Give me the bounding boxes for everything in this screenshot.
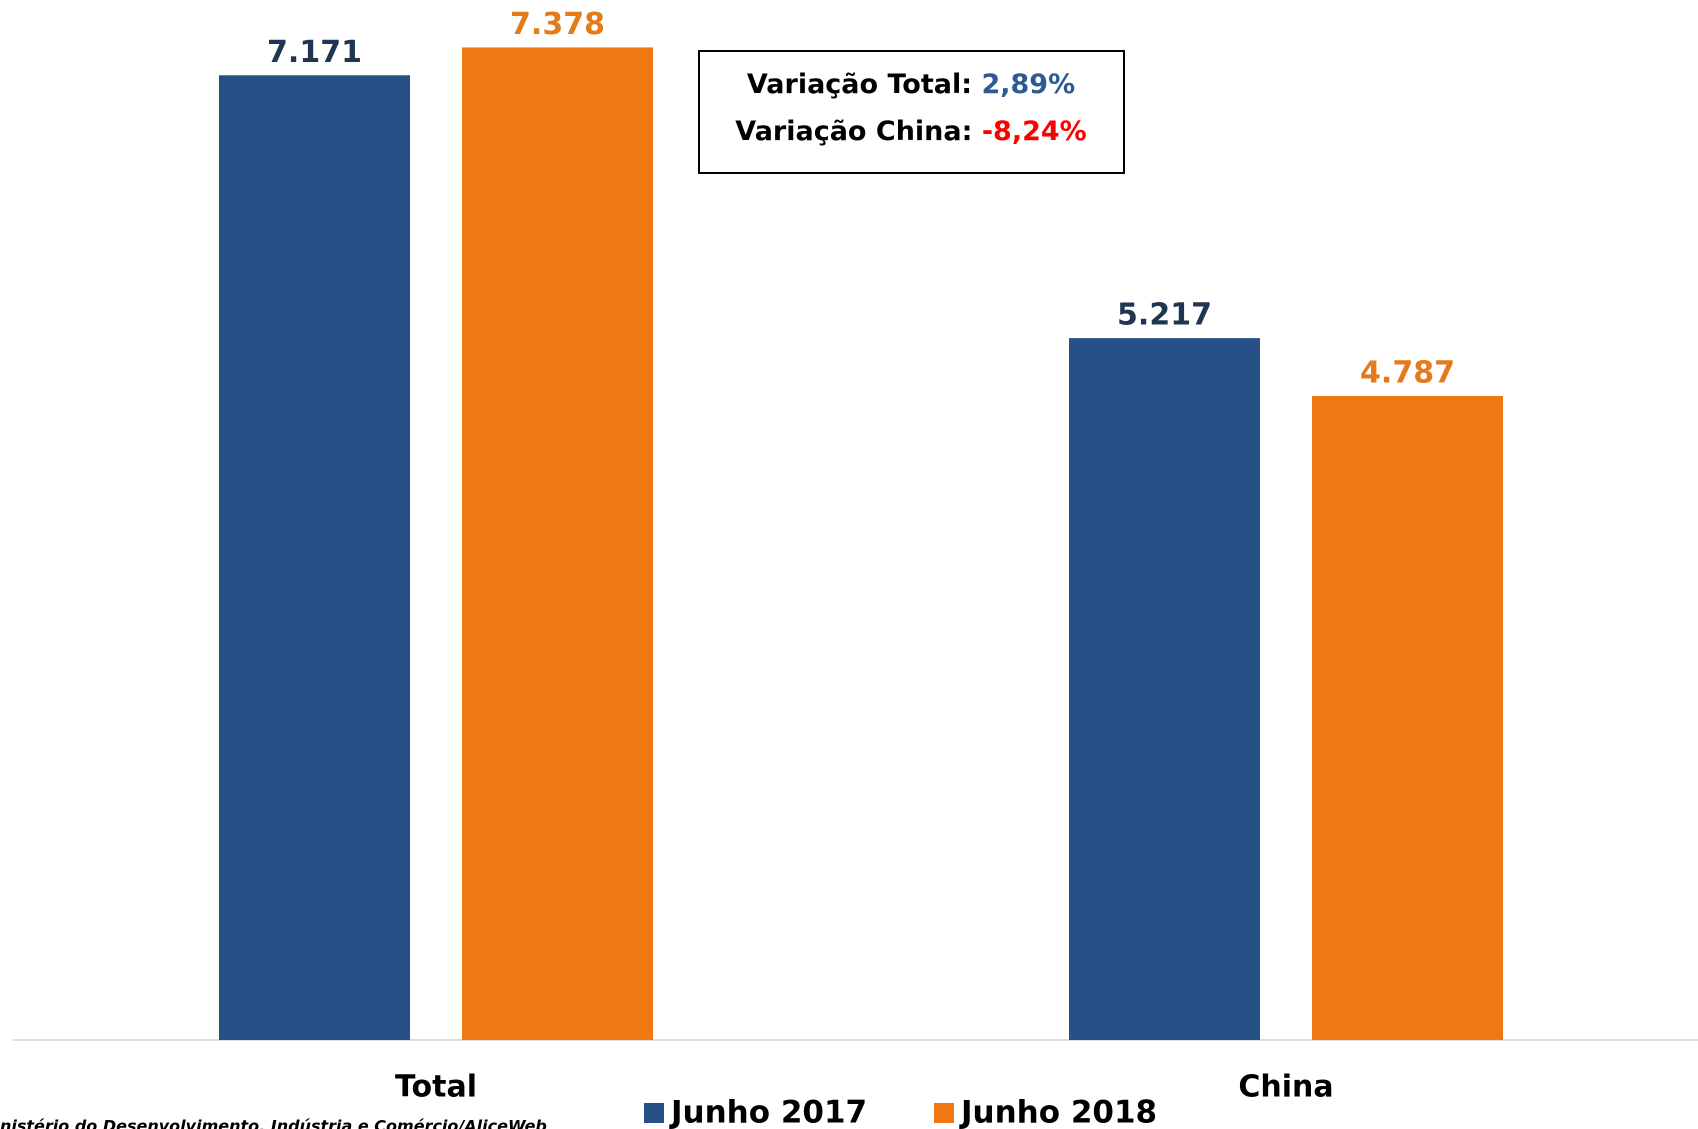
source-note: nistério do Desenvolvimento, Indústria e… bbox=[0, 1117, 547, 1129]
data-label: 7.171 bbox=[267, 35, 362, 70]
annotation-value: -8,24% bbox=[982, 116, 1087, 147]
bar bbox=[462, 47, 653, 1040]
bar bbox=[219, 75, 410, 1040]
annotation-box bbox=[698, 50, 1125, 174]
data-label: 7.378 bbox=[510, 7, 605, 42]
x-tick-label: China bbox=[1238, 1070, 1333, 1105]
data-label: 4.787 bbox=[1360, 355, 1455, 390]
legend-label: Junho 2017 bbox=[669, 1095, 867, 1129]
annotation-label: Variação Total: bbox=[747, 69, 972, 100]
legend-swatch bbox=[644, 1103, 664, 1123]
x-tick-label: Total bbox=[395, 1070, 477, 1105]
bar bbox=[1069, 338, 1260, 1040]
bar bbox=[1312, 395, 1503, 1041]
legend-label: Junho 2018 bbox=[959, 1095, 1157, 1129]
annotation: Variação China: -8,24% bbox=[735, 116, 1086, 147]
legend-swatch bbox=[934, 1103, 954, 1123]
data-label: 5.217 bbox=[1117, 298, 1212, 333]
annotation-label: Variação China: bbox=[735, 116, 972, 147]
annotation-value: 2,89% bbox=[981, 69, 1075, 100]
annotation: Variação Total: 2,89% bbox=[747, 69, 1075, 100]
